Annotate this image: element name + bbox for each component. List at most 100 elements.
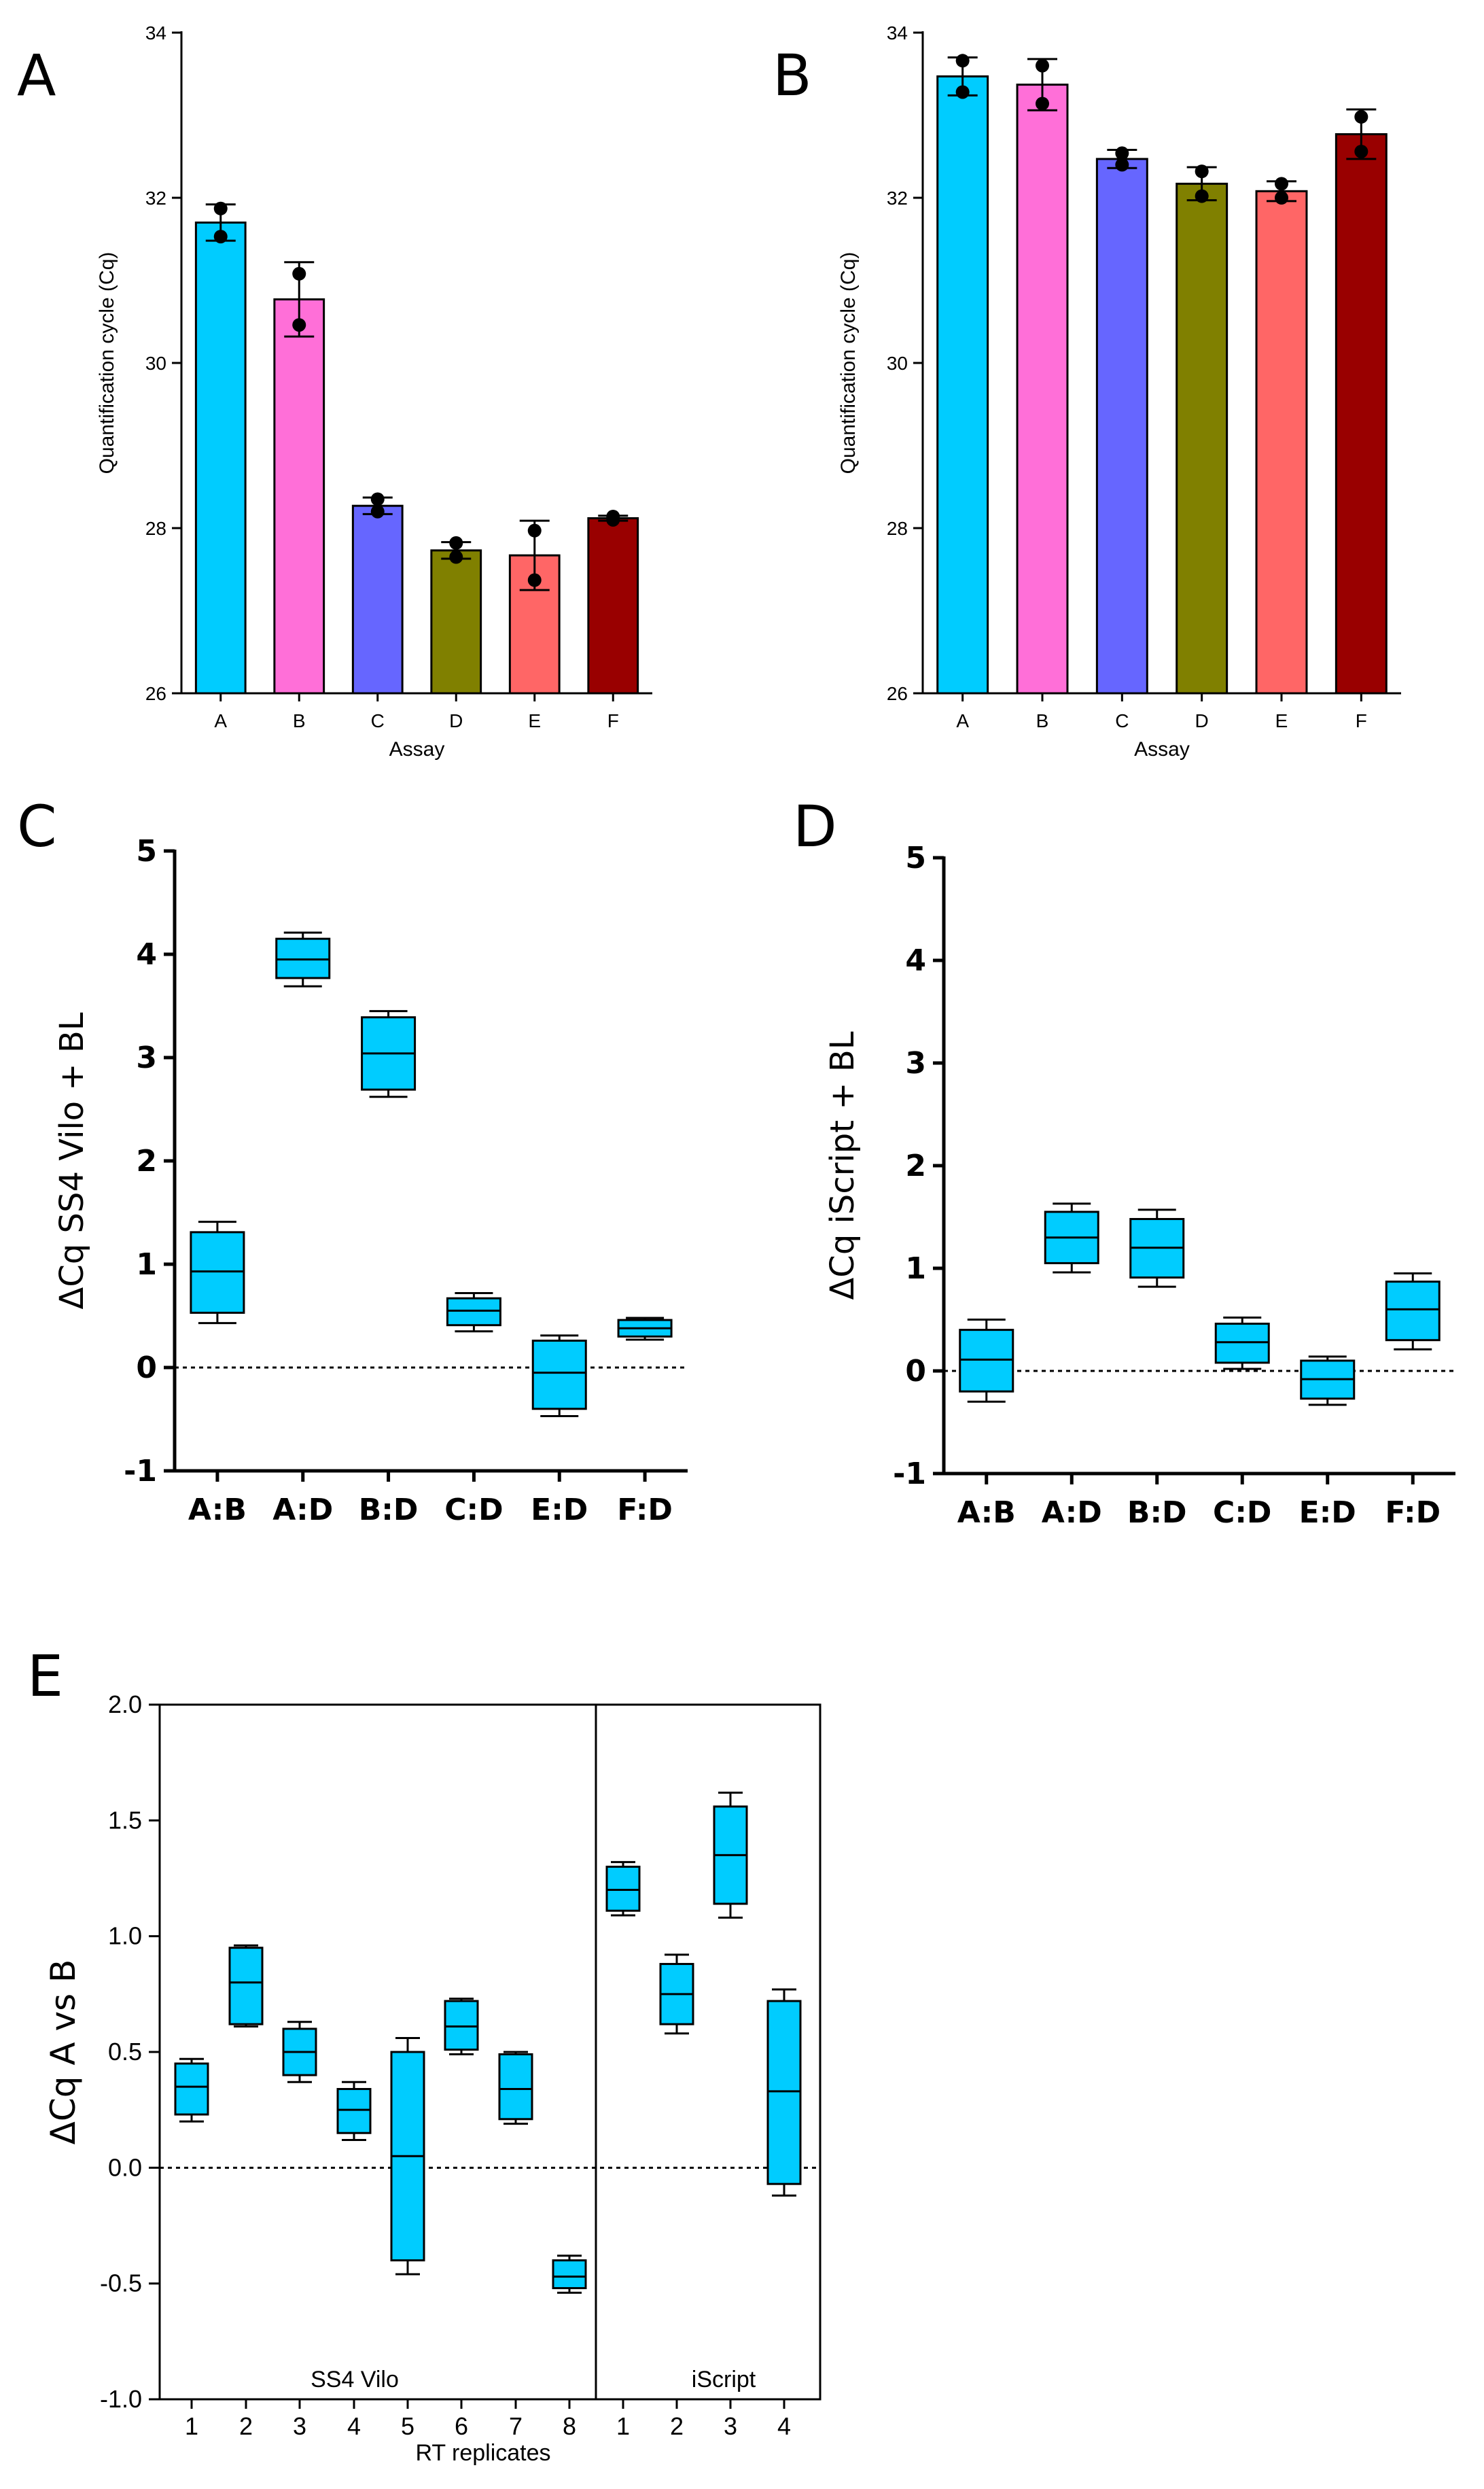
y-tick-label: 0 bbox=[136, 1351, 157, 1385]
y-tick-label: 0.0 bbox=[108, 2153, 142, 2181]
box-iqr bbox=[605, 1865, 641, 1912]
x-tick-label: 1 bbox=[185, 2412, 198, 2440]
y-tick-label: 5 bbox=[905, 841, 926, 875]
data-point bbox=[1354, 144, 1368, 158]
box-iqr bbox=[336, 2088, 372, 2134]
x-tick-label: 7 bbox=[509, 2412, 523, 2440]
y-tick-label: 32 bbox=[887, 188, 908, 209]
y-tick-label: 1 bbox=[136, 1247, 157, 1282]
y-axis-title: ΔCq A vs B bbox=[43, 1960, 83, 2145]
bar-b bbox=[1016, 84, 1069, 695]
y-tick-label: 1 bbox=[905, 1251, 926, 1286]
data-point bbox=[449, 550, 463, 564]
y-axis-title: Quantification cycle (Cq) bbox=[837, 252, 860, 474]
y-tick-label: 28 bbox=[145, 518, 166, 539]
panel-label-b: B bbox=[773, 42, 812, 109]
x-tick-label: D bbox=[449, 710, 463, 731]
box-iqr bbox=[228, 1947, 264, 2025]
data-point bbox=[1115, 146, 1129, 160]
data-point bbox=[213, 201, 228, 215]
y-tick-label: 26 bbox=[887, 683, 908, 704]
x-tick-label: A bbox=[956, 710, 969, 731]
data-point bbox=[527, 523, 542, 538]
y-tick-label: 2 bbox=[905, 1149, 926, 1183]
x-tick-label: E bbox=[1275, 710, 1288, 731]
y-tick-label: -1.0 bbox=[100, 2385, 142, 2413]
y-tick-label: -0.5 bbox=[100, 2269, 142, 2297]
x-tick-label: C bbox=[371, 710, 385, 731]
data-point bbox=[1115, 158, 1129, 172]
data-point bbox=[1354, 109, 1368, 124]
panel-label-d: D bbox=[793, 793, 837, 860]
x-tick-label: 4 bbox=[347, 2412, 361, 2440]
panel-label-e: E bbox=[27, 1643, 63, 1709]
box-iqr bbox=[444, 2000, 479, 2051]
y-tick-label: 34 bbox=[145, 22, 166, 43]
y-tick-label: 1.0 bbox=[108, 1922, 142, 1950]
y-axis-title: ΔCq iScript + BL bbox=[824, 1031, 862, 1300]
y-tick-label: 0 bbox=[905, 1354, 926, 1389]
y-tick-label: 2.0 bbox=[108, 1690, 142, 1718]
x-tick-label: F:D bbox=[617, 1493, 673, 1527]
y-axis-title: ΔCq SS4 Vilo + BL bbox=[53, 1012, 91, 1309]
box-iqr bbox=[766, 2000, 802, 2185]
x-tick-label: C:D bbox=[1213, 1495, 1271, 1530]
data-point bbox=[955, 54, 970, 68]
x-tick-label: E:D bbox=[1299, 1495, 1356, 1530]
x-tick-label: 2 bbox=[239, 2412, 253, 2440]
panel-label-c: C bbox=[17, 793, 57, 860]
group-label: SS4 Vilo bbox=[311, 2367, 399, 2392]
data-point bbox=[1195, 189, 1209, 203]
box-iqr bbox=[275, 937, 331, 979]
x-tick-label: 2 bbox=[670, 2412, 684, 2440]
x-axis-title: Assay bbox=[1134, 738, 1190, 761]
y-tick-label: 26 bbox=[145, 683, 166, 704]
data-point bbox=[1036, 97, 1049, 111]
x-tick-label: A bbox=[214, 710, 227, 731]
bar-f bbox=[1335, 133, 1388, 695]
data-point bbox=[527, 573, 542, 587]
y-tick-label: -1 bbox=[124, 1454, 157, 1489]
box-iqr bbox=[174, 2062, 209, 2116]
x-tick-label: F bbox=[607, 710, 619, 731]
bar-b bbox=[273, 298, 325, 695]
box-iqr bbox=[1385, 1281, 1441, 1342]
box-iqr bbox=[959, 1329, 1014, 1393]
box-iqr bbox=[552, 2259, 587, 2289]
x-tick-label: A:D bbox=[272, 1493, 333, 1527]
x-tick-label: 6 bbox=[455, 2412, 468, 2440]
x-axis-title: Assay bbox=[389, 738, 445, 761]
y-tick-label: -1 bbox=[893, 1457, 926, 1491]
y-tick-label: 28 bbox=[887, 518, 908, 539]
data-point bbox=[449, 536, 463, 550]
box-iqr bbox=[498, 2053, 533, 2121]
x-tick-label: B bbox=[1036, 710, 1049, 731]
x-tick-label: C:D bbox=[444, 1493, 503, 1527]
x-tick-label: A:B bbox=[188, 1493, 247, 1527]
chart-b: 26 28 30 32 34 A B C D E F Assay Quantification cycl… bbox=[837, 22, 1401, 761]
bar-d bbox=[430, 549, 482, 695]
x-tick-label: E:D bbox=[531, 1493, 588, 1527]
data-point bbox=[955, 85, 970, 99]
box-iqr bbox=[1214, 1323, 1270, 1364]
bar-a bbox=[194, 221, 247, 695]
y-tick-label: 4 bbox=[136, 937, 157, 972]
bar-a bbox=[936, 75, 989, 695]
x-tick-label: 3 bbox=[724, 2412, 737, 2440]
data-point bbox=[370, 504, 385, 519]
x-tick-label: D bbox=[1195, 710, 1209, 731]
y-tick-label: 3 bbox=[136, 1041, 157, 1075]
chart-c: -1 0 1 2 3 4 5 A:B A:D B:D C:D E:D F:D ΔCq SS4 Vilo +… bbox=[53, 834, 688, 1527]
data-point bbox=[292, 318, 306, 332]
panel-label-a: A bbox=[17, 42, 56, 109]
y-tick-label: 30 bbox=[145, 353, 166, 374]
data-point bbox=[370, 492, 385, 506]
x-axis-title: RT replicates bbox=[415, 2440, 550, 2466]
y-tick-label: 0.5 bbox=[108, 2038, 142, 2066]
y-axis-title: Quantification cycle (Cq) bbox=[96, 252, 118, 474]
bar-f bbox=[587, 517, 639, 695]
y-tick-label: 5 bbox=[136, 834, 157, 869]
x-tick-label: 5 bbox=[401, 2412, 414, 2440]
data-point bbox=[1036, 58, 1049, 73]
